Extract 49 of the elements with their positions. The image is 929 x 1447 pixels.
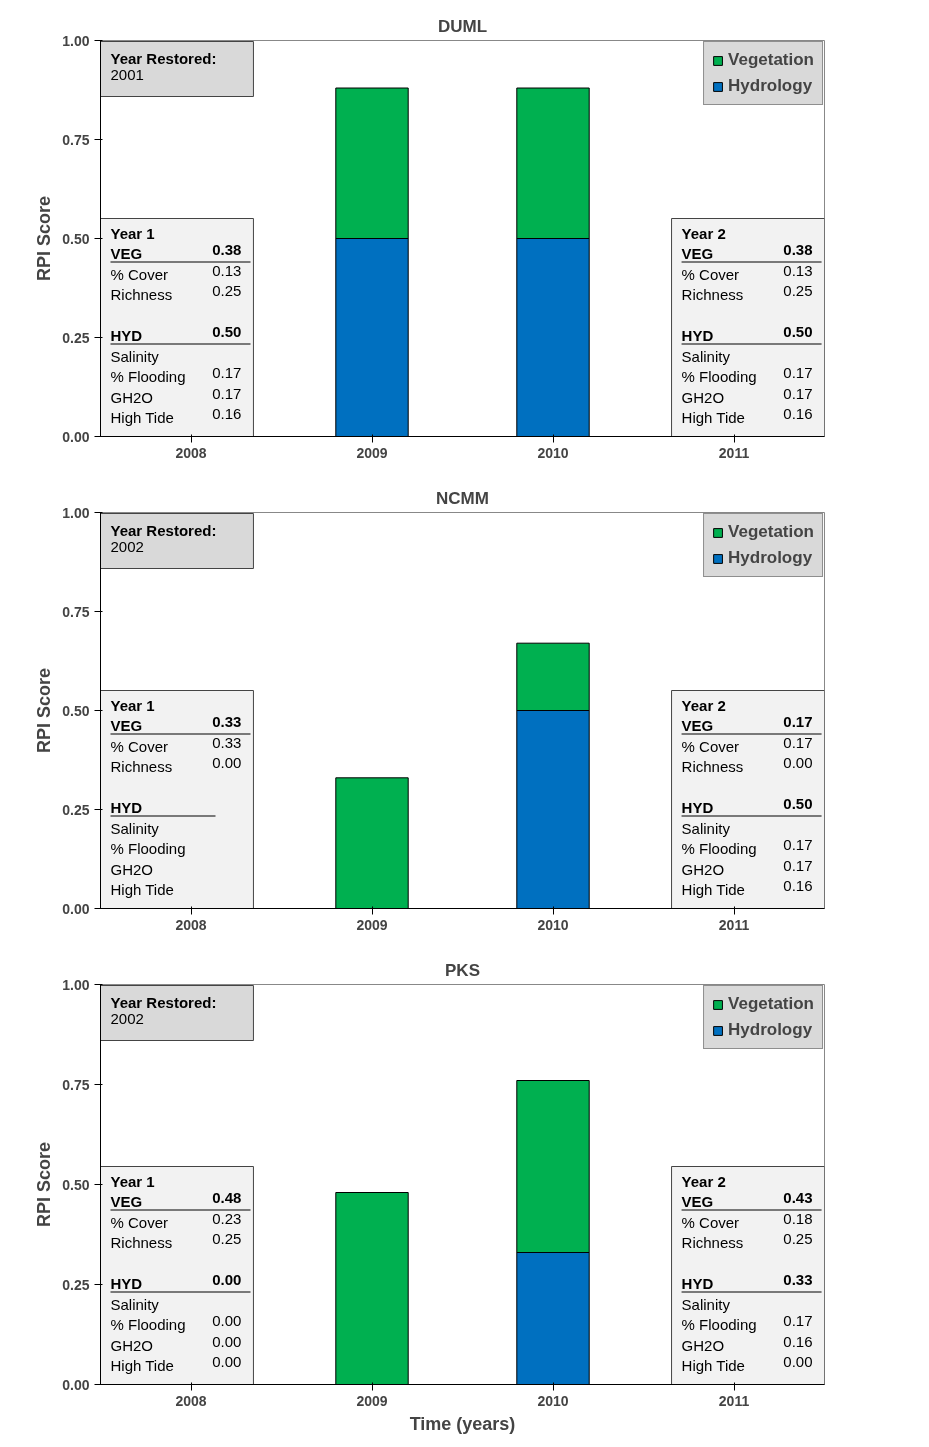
x-tick-label: 2008 [175, 916, 207, 933]
x-tick-label: 2011 [718, 1392, 750, 1409]
y-tick-label: 0.75 [62, 131, 90, 148]
y-tick-label: 0.25 [62, 329, 90, 346]
y-tick-label: 0.75 [62, 1076, 90, 1093]
text: Year 1 VEG 0.33 % Cover 0.33 Richness 0.00 HYD Salinity % Flooding GH2O High Tide [110, 696, 242, 898]
x-tick-label: 2008 [175, 444, 207, 461]
y-axis-title: RPI Score [34, 195, 55, 282]
y-tick-label: 0.50 [62, 1176, 90, 1193]
y-axis-title: RPI Score [34, 1141, 55, 1228]
chart-title: DUML [437, 16, 488, 36]
legend-label: Hydrology [728, 76, 813, 96]
annotation: Year Restored: 2002 [110, 521, 217, 555]
chart-title: PKS [445, 960, 480, 980]
y-tick-label: 0.25 [62, 1276, 90, 1293]
y-axis-title: RPI Score [34, 667, 55, 754]
y-tick-label: 0.50 [62, 702, 90, 719]
x-tick-label: 2008 [175, 1392, 207, 1409]
y-tick-label: 1.00 [62, 976, 90, 993]
x-tick-label: 2010 [537, 444, 569, 461]
x-tick-label: 2009 [356, 916, 388, 933]
text: Year 2 VEG 0.38 % Cover 0.13 Richness 0.25 HYD 0.50 Salinity % Flooding 0.17 GH2O 0.17 High Tide 0.16 [681, 224, 813, 426]
y-tick-label: 0.50 [62, 230, 90, 247]
y-tick-label: 0.75 [62, 603, 90, 620]
text: Year 1 VEG 0.38 % Cover 0.13 Richness 0.25 HYD 0.50 Salinity % Flooding 0.17 GH2O 0.17 High Tide 0.16 [110, 224, 242, 426]
x-tick-label: 2010 [537, 1392, 569, 1409]
text: Year 1 VEG 0.48 % Cover 0.23 Richness 0.25 HYD 0.00 Salinity % Flooding 0.00 GH2O 0.00 High Tide 0.00 [110, 1172, 242, 1374]
legend-label: Hydrology [728, 548, 813, 568]
y-tick-label: 1.00 [62, 32, 90, 49]
legend-label: Vegetation [728, 522, 814, 542]
annotation: Year Restored: 2002 [110, 993, 217, 1027]
x-tick-label: 2011 [718, 444, 750, 461]
text: Year 2 VEG 0.17 % Cover 0.17 Richness 0.00 HYD 0.50 Salinity % Flooding 0.17 GH2O 0.17 High Tide 0.16 [681, 696, 813, 898]
annotation: Year Restored: 2001 [110, 49, 217, 83]
chart-title: NCMM [436, 488, 489, 508]
y-tick-label: 0.00 [62, 900, 90, 917]
legend-label: Vegetation [728, 50, 814, 70]
y-tick-label: 0.00 [62, 428, 90, 445]
y-tick-label: 0.25 [62, 801, 90, 818]
x-tick-label: 2009 [356, 444, 388, 461]
x-axis-title: Time (years) [409, 1413, 516, 1434]
text: Year 2 VEG 0.43 % Cover 0.18 Richness 0.25 HYD 0.33 Salinity % Flooding 0.17 GH2O 0.16 High Tide 0.00 [681, 1172, 813, 1374]
y-tick-label: 1.00 [62, 504, 90, 521]
legend-label: Vegetation [728, 994, 814, 1014]
x-tick-label: 2011 [718, 916, 750, 933]
x-tick-label: 2010 [537, 916, 569, 933]
legend-label: Hydrology [728, 1020, 813, 1040]
y-tick-label: 0.00 [62, 1376, 90, 1393]
x-tick-label: 2009 [356, 1392, 388, 1409]
